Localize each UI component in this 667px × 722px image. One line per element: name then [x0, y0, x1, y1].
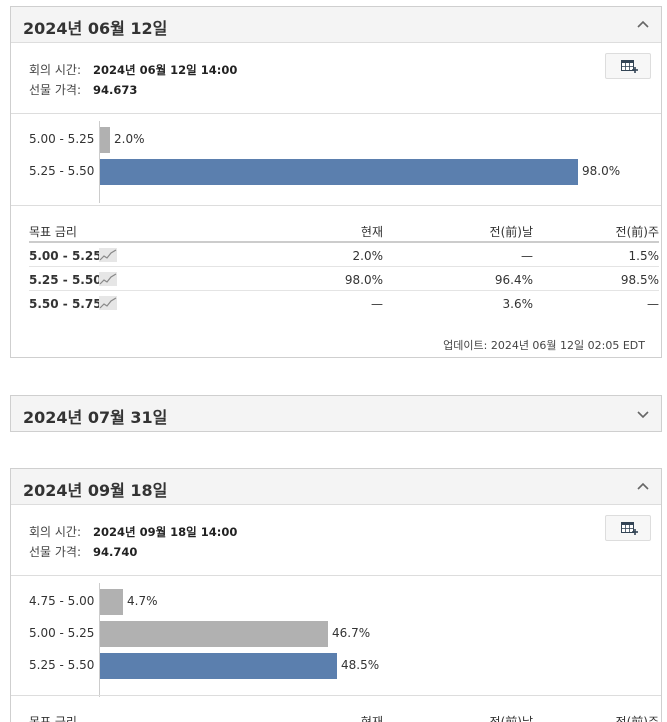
- header-prev-day: 전(前)날: [489, 715, 533, 722]
- sparkline-icon[interactable]: [99, 248, 117, 262]
- futures-price-value: 94.673: [93, 83, 138, 97]
- bar-category-label: 5.00 - 5.25: [29, 626, 95, 640]
- bar-value-label: 48.5%: [341, 658, 380, 672]
- header-prev-week: 전(前)주: [615, 715, 659, 722]
- panel-title: 2024년 06월 12일: [23, 19, 168, 38]
- table-header: 목표 금리 현재 전(前)날 전(前)주: [29, 219, 659, 243]
- calendar-add-icon: [621, 522, 638, 535]
- meeting-time: 회의 시간: 2024년 06월 12일 14:00: [29, 63, 238, 77]
- futures-price: 선물 가격: 94.673: [29, 83, 138, 97]
- bar-category-label: 5.25 - 5.50: [29, 164, 95, 178]
- table-row: 5.25 - 5.50 98.0% 96.4% 98.5%: [29, 267, 659, 291]
- bar-value-label: 46.7%: [332, 626, 371, 640]
- bar-row: 4.75 - 5.00 4.7%: [11, 589, 661, 615]
- updated-timestamp: 업데이트: 2024년 06월 12일 02:05 EDT: [443, 339, 645, 352]
- sparkline-icon[interactable]: [99, 296, 117, 310]
- add-to-calendar-button[interactable]: [605, 515, 651, 541]
- bar-category-label: 5.00 - 5.25: [29, 132, 95, 146]
- meeting-panel-0612: 2024년 06월 12일 회의 시간: 2024년 06월 12일 14:00 …: [10, 6, 662, 358]
- bar: [100, 589, 123, 615]
- chevron-up-icon[interactable]: [637, 481, 649, 493]
- panel-title: 2024년 07월 31일: [23, 408, 168, 427]
- panel-header[interactable]: 2024년 09월 18일: [11, 469, 661, 505]
- bar-category-label: 4.75 - 5.00: [29, 594, 95, 608]
- meeting-time: 회의 시간: 2024년 09월 18일 14:00: [29, 525, 238, 539]
- divider: [11, 113, 661, 114]
- futures-price-value: 94.740: [93, 545, 138, 559]
- bar-value-label: 4.7%: [127, 594, 158, 608]
- add-to-calendar-button[interactable]: [605, 53, 651, 79]
- bar-row: 5.00 - 5.25 2.0%: [11, 127, 661, 153]
- bar-row: 5.25 - 5.50 48.5%: [11, 653, 661, 679]
- divider: [11, 695, 661, 696]
- divider: [11, 205, 661, 206]
- bar-value-label: 98.0%: [582, 164, 621, 178]
- chevron-up-icon[interactable]: [637, 19, 649, 31]
- table-header: 목표 금리 현재 전(前)날 전(前)주: [29, 709, 659, 722]
- probability-table: 목표 금리 현재 전(前)날 전(前)주 5.00 - 5.25 2.0% — …: [29, 219, 659, 315]
- panel-header[interactable]: 2024년 06월 12일: [11, 7, 661, 43]
- bar-row: 5.25 - 5.50 98.0%: [11, 159, 661, 185]
- header-current: 현재: [360, 225, 383, 239]
- meeting-time-value: 2024년 09월 18일 14:00: [93, 525, 238, 539]
- panel-title: 2024년 09월 18일: [23, 481, 168, 500]
- bar-row: 5.00 - 5.25 46.7%: [11, 621, 661, 647]
- bar: [100, 621, 328, 647]
- chevron-down-icon[interactable]: [637, 408, 649, 420]
- table-row: 5.50 - 5.75 — 3.6% —: [29, 296, 659, 311]
- bar-value-label: 2.0%: [114, 132, 145, 146]
- calendar-add-icon: [621, 60, 638, 73]
- bar: [100, 159, 578, 185]
- sparkline-icon[interactable]: [99, 272, 117, 286]
- probability-table: 목표 금리 현재 전(前)날 전(前)주: [29, 709, 659, 722]
- header-target-rate: 목표 금리: [29, 715, 77, 722]
- header-prev-day: 전(前)날: [489, 225, 533, 239]
- probability-chart: 5.00 - 5.25 2.0% 5.25 - 5.50 98.0%: [11, 113, 661, 209]
- header-current: 현재: [360, 715, 383, 722]
- chart-axis: [99, 121, 100, 203]
- chart-axis: [99, 583, 100, 697]
- panel-header[interactable]: 2024년 07월 31일: [11, 396, 661, 431]
- bar: [100, 127, 110, 153]
- meeting-panel-0918: 2024년 09월 18일 회의 시간: 2024년 09월 18일 14:00 …: [10, 468, 662, 722]
- bar: [100, 653, 337, 679]
- meeting-time-value: 2024년 06월 12일 14:00: [93, 63, 238, 77]
- meeting-panel-0731: 2024년 07월 31일: [10, 395, 662, 432]
- header-prev-week: 전(前)주: [615, 225, 659, 239]
- futures-price: 선물 가격: 94.740: [29, 545, 138, 559]
- table-row: 5.00 - 5.25 2.0% — 1.5%: [29, 243, 659, 267]
- bar-category-label: 5.25 - 5.50: [29, 658, 95, 672]
- header-target-rate: 목표 금리: [29, 225, 77, 239]
- divider: [11, 575, 661, 576]
- probability-chart: 4.75 - 5.00 4.7% 5.00 - 5.25 46.7% 5.25 - 5.…: [11, 575, 661, 697]
